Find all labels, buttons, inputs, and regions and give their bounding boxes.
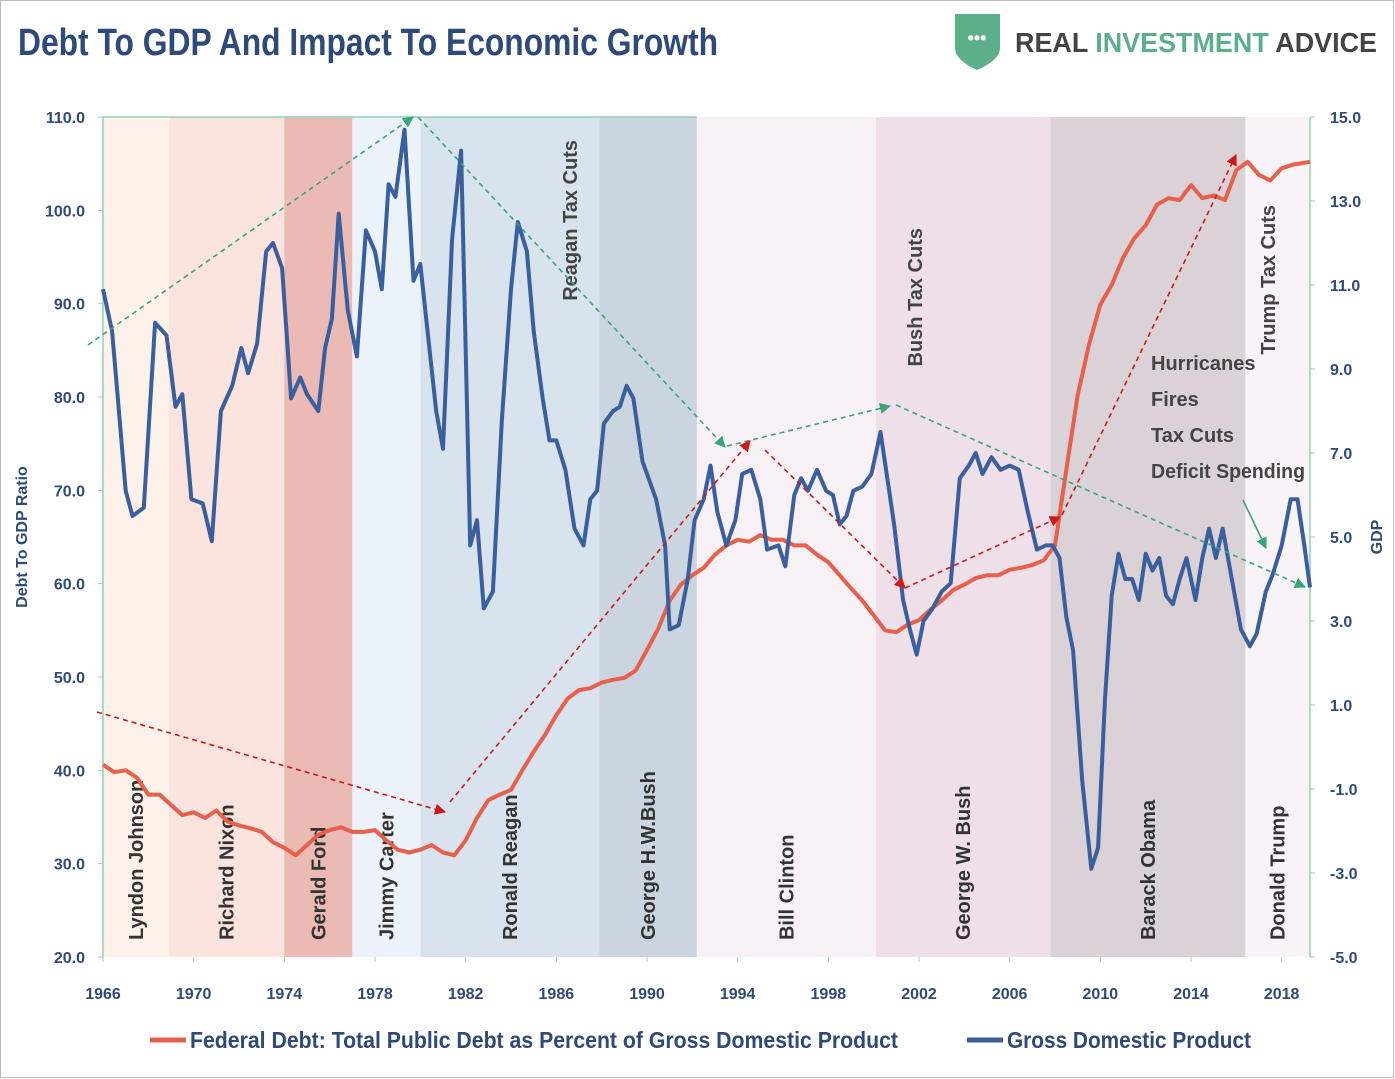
y-tick-label: 40.0 <box>54 763 85 780</box>
x-tick-label: 1966 <box>85 986 121 1003</box>
x-tick-label: 1998 <box>811 986 847 1003</box>
plot: 20.0 30.0 40.0 50.0 60.0 70.0 80.0 90.0 100.0 110… <box>45 110 1361 1003</box>
president-label: Ronald Reagan <box>500 794 522 940</box>
y-axis-title: Debt To GDP Ratio <box>14 466 31 608</box>
y2-tick-label: 9.0 <box>1330 362 1352 379</box>
president-label: Gerald Ford <box>308 827 330 940</box>
y-tick-label: 90.0 <box>54 297 85 314</box>
annotation: Trump Tax Cuts <box>1258 205 1280 355</box>
annotation: Reagan Tax Cuts <box>560 140 582 301</box>
president-label: Richard Nixon <box>217 804 239 940</box>
logo-word: ADVICE <box>1275 27 1377 58</box>
y2-axis-title: GDP <box>1369 519 1386 554</box>
president-label: Jimmy Carter <box>376 812 398 940</box>
logo-shield <box>955 14 1000 70</box>
arrow <box>96 711 447 815</box>
arrow <box>904 516 1062 589</box>
x-tick-label: 1978 <box>357 986 393 1003</box>
note: Fires <box>1151 389 1199 411</box>
y2-tick-label: 13.0 <box>1330 194 1361 211</box>
arrow <box>764 449 906 589</box>
logo-text: REAL INVESTMENT ADVICE <box>1015 27 1377 58</box>
president-band <box>599 117 697 957</box>
y2-tick-label: 11.0 <box>1330 278 1360 295</box>
x-tick-label: 1994 <box>720 986 756 1003</box>
y-tick-label: 50.0 <box>54 670 85 687</box>
x-tick-label: 1970 <box>176 986 212 1003</box>
y2-tick-label: 3.0 <box>1330 614 1352 631</box>
president-label: Bill Clinton <box>776 834 798 940</box>
series-line <box>101 127 1312 871</box>
logo-dots: ••• <box>968 28 987 48</box>
legend: Federal Debt: Total Public Debt as Perce… <box>150 1027 1251 1053</box>
arrow <box>87 116 414 346</box>
y2-tick-label: -3.0 <box>1330 866 1358 883</box>
arrow <box>726 402 892 447</box>
note: Tax Cuts <box>1151 425 1234 447</box>
y2-tick-label: -5.0 <box>1330 950 1358 967</box>
arrow <box>895 404 1307 589</box>
logo-word: REAL <box>1015 27 1088 58</box>
note: Hurricanes <box>1151 353 1256 375</box>
president-label: George H.W.Bush <box>638 771 660 940</box>
x-tick-label: 2018 <box>1264 986 1300 1003</box>
y2-tick-label: 1.0 <box>1330 698 1352 715</box>
arrow <box>1061 153 1237 516</box>
x-tick-label: 2010 <box>1083 986 1119 1003</box>
president-label: Donald Trump <box>1268 806 1290 940</box>
arrow <box>417 116 726 448</box>
y-tick-label: 100.0 <box>45 203 85 220</box>
logo-word: INVESTMENT <box>1095 27 1269 58</box>
president-band <box>696 117 876 957</box>
legend-label: Gross Domestic Product <box>1007 1027 1251 1053</box>
y2-tick-label: 5.0 <box>1330 530 1352 547</box>
president-label: Barack Obama <box>1138 799 1160 940</box>
x-tick-label: 2006 <box>992 986 1028 1003</box>
note: Deficit Spending <box>1151 461 1305 483</box>
y-tick-label: 20.0 <box>54 950 85 967</box>
x-tick-label: 1974 <box>267 986 303 1003</box>
x-tick-label: 1986 <box>539 986 575 1003</box>
president-band <box>875 117 1051 957</box>
x-tick-label: 1990 <box>629 986 665 1003</box>
y-tick-label: 30.0 <box>54 857 85 874</box>
president-bands: Lyndon Johnson Richard Nixon Gerald Ford Ji… <box>103 117 1310 957</box>
x-tick-label: 1982 <box>448 986 484 1003</box>
series-line <box>101 159 1311 858</box>
y2-tick-label: 15.0 <box>1330 110 1361 127</box>
y-tick-label: 70.0 <box>54 483 85 500</box>
president-label: Lyndon Johnson <box>126 780 148 940</box>
chart-title: Debt To GDP And Impact To Economic Growt… <box>18 22 718 64</box>
x-tick-label: 2002 <box>901 986 937 1003</box>
president-label: George W. Bush <box>953 786 975 940</box>
y-tick-label: 110.0 <box>46 110 85 127</box>
x-tick-label: 2014 <box>1173 986 1209 1003</box>
y-tick-label: 60.0 <box>54 577 85 594</box>
trend-arrows <box>87 116 1307 815</box>
arrow <box>449 440 751 803</box>
logo: ••• REAL INVESTMENT ADVICE <box>955 14 1377 70</box>
y2-tick-label: -1.0 <box>1330 782 1358 799</box>
y-tick-label: 80.0 <box>54 390 85 407</box>
y2-tick-label: 7.0 <box>1330 446 1352 463</box>
arrow <box>1242 499 1267 550</box>
annotation: Bush Tax Cuts <box>905 228 927 367</box>
president-band <box>103 117 169 957</box>
president-band <box>1245 117 1310 957</box>
legend-label: Federal Debt: Total Public Debt as Perce… <box>190 1027 898 1053</box>
